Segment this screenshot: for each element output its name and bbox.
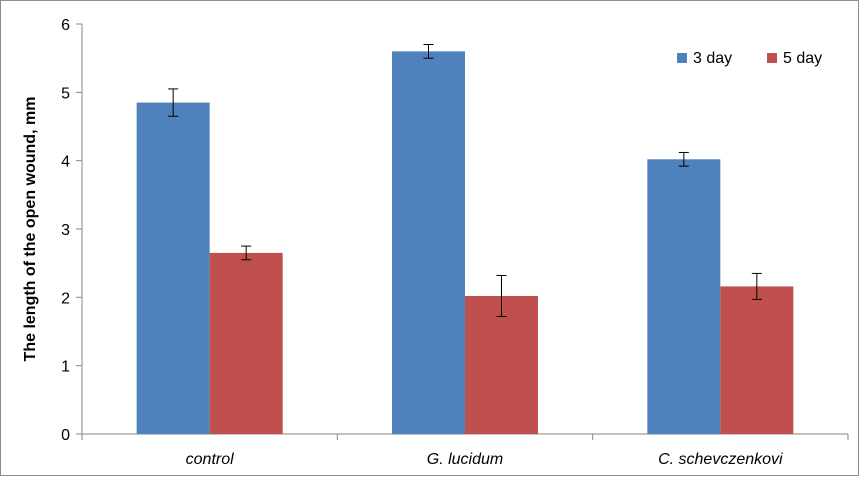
- y-tick-label: 6: [61, 17, 70, 34]
- y-tick-label: 5: [61, 85, 70, 102]
- legend-label: 3 day: [693, 50, 732, 67]
- bar-3-day-1: [392, 51, 465, 434]
- x-category-label: control: [186, 451, 234, 468]
- legend-swatch-3-day: [677, 53, 687, 63]
- y-tick-label: 1: [61, 359, 70, 376]
- bar-5-day-0: [209, 252, 283, 434]
- y-tick-label: 4: [61, 154, 70, 171]
- bar-3-day-2: [647, 159, 721, 435]
- bar-3-day-0: [136, 102, 210, 434]
- x-category-label: G. lucidum: [427, 451, 503, 468]
- legend-swatch-5-day: [767, 53, 777, 63]
- y-tick-label: 0: [61, 427, 70, 444]
- legend-label: 5 day: [783, 50, 822, 67]
- x-category-label: C. schevczenkovi: [658, 451, 783, 468]
- y-tick-label: 2: [61, 290, 70, 307]
- y-tick-label: 3: [61, 222, 70, 239]
- y-axis-title: The length of the open wound, mm: [22, 97, 39, 362]
- bar-5-day-2: [720, 286, 794, 434]
- bar-5-day-1: [465, 295, 538, 434]
